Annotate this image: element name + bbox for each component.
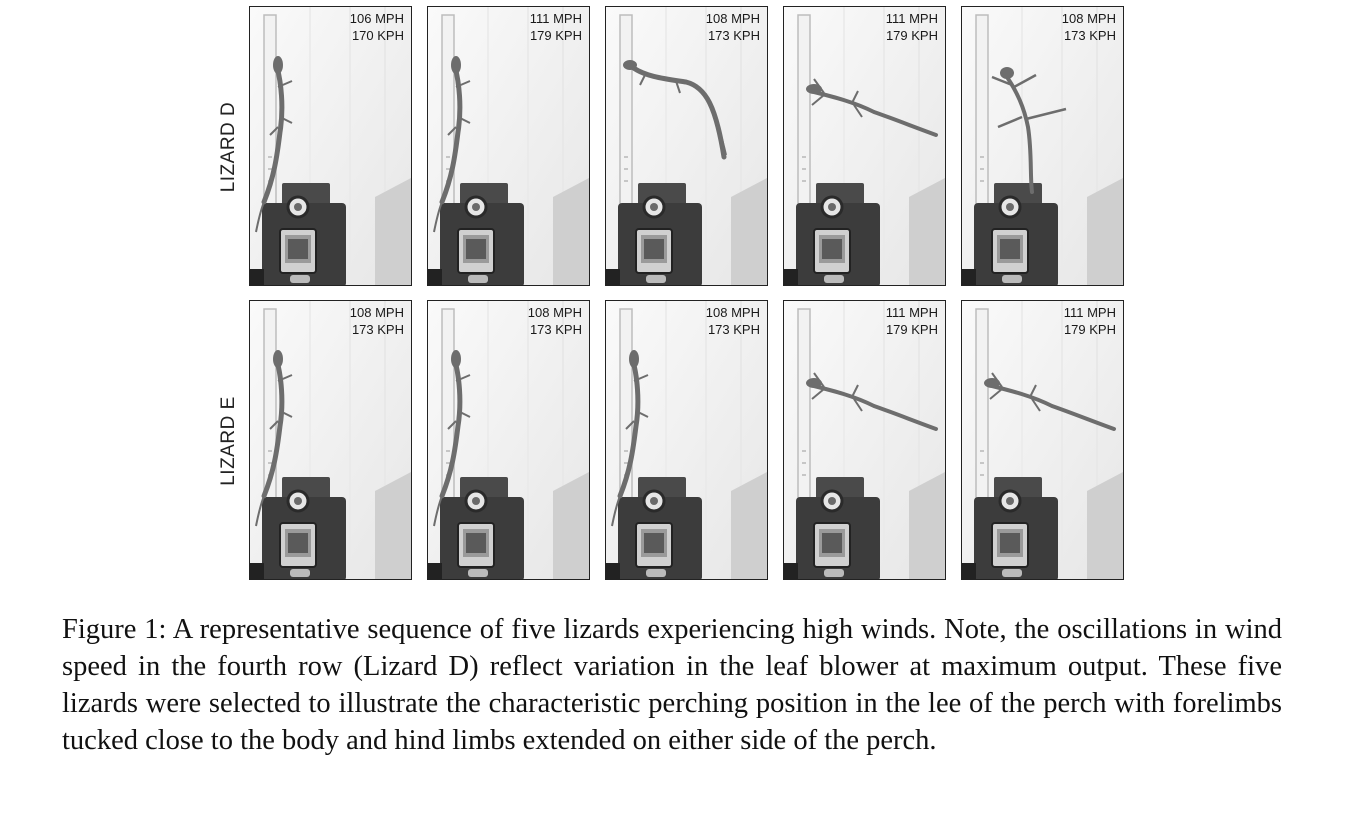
speed-mph: 111 MPH bbox=[885, 11, 938, 26]
wind-speed-label: 108 MPH 173 KPH bbox=[706, 10, 760, 44]
wind-speed-label: 111 MPH 179 KPH bbox=[530, 10, 582, 44]
photo-scene bbox=[428, 7, 589, 285]
photo-panel: 108 MPH 173 KPH bbox=[427, 300, 590, 580]
photo-scene bbox=[962, 7, 1123, 285]
figure-caption: Figure 1: A representative sequence of f… bbox=[62, 614, 1282, 756]
speed-mph: 108 MPH bbox=[349, 305, 404, 320]
wind-speed-label: 106 MPH 170 KPH bbox=[350, 10, 404, 44]
photo-panel: 111 MPH 179 KPH bbox=[961, 300, 1124, 580]
speed-kph: 179 KPH bbox=[885, 322, 938, 337]
speed-kph: 170 KPH bbox=[351, 28, 404, 43]
speed-mph: 106 MPH bbox=[349, 11, 404, 26]
speed-mph: 108 MPH bbox=[705, 11, 760, 26]
row-label-lizard-e: LIZARD E bbox=[218, 396, 239, 486]
speed-kph: 173 KPH bbox=[351, 322, 404, 337]
wind-speed-label: 111 MPH 179 KPH bbox=[886, 10, 938, 44]
photo-panel: 111 MPH 179 KPH bbox=[783, 300, 946, 580]
photo-panel: 111 MPH 179 KPH bbox=[783, 6, 946, 286]
photo-scene bbox=[962, 301, 1123, 579]
photo-scene bbox=[784, 7, 945, 285]
photo-panel: 108 MPH 173 KPH bbox=[961, 6, 1124, 286]
speed-kph: 179 KPH bbox=[529, 28, 582, 43]
photo-panel: 108 MPH 173 KPH bbox=[605, 6, 768, 286]
speed-kph: 173 KPH bbox=[529, 322, 582, 337]
row-label-lizard-d: LIZARD D bbox=[218, 101, 239, 193]
photo-panel: 111 MPH 179 KPH bbox=[427, 6, 590, 286]
speed-kph: 173 KPH bbox=[1063, 28, 1116, 43]
photo-panel: 108 MPH 173 KPH bbox=[605, 300, 768, 580]
wind-speed-label: 108 MPH 173 KPH bbox=[1062, 10, 1116, 44]
photo-scene bbox=[784, 301, 945, 579]
photo-panel: 106 MPH 170 KPH bbox=[249, 6, 412, 286]
speed-kph: 179 KPH bbox=[1063, 322, 1116, 337]
speed-kph: 179 KPH bbox=[885, 28, 938, 43]
photo-scene bbox=[428, 301, 589, 579]
photo-scene bbox=[606, 301, 767, 579]
speed-mph: 111 MPH bbox=[885, 305, 938, 320]
speed-mph: 108 MPH bbox=[527, 305, 582, 320]
wind-speed-label: 111 MPH 179 KPH bbox=[886, 304, 938, 338]
photo-scene bbox=[606, 7, 767, 285]
photo-scene bbox=[250, 7, 411, 285]
wind-speed-label: 108 MPH 173 KPH bbox=[706, 304, 760, 338]
wind-speed-label: 108 MPH 173 KPH bbox=[350, 304, 404, 338]
wind-speed-label: 108 MPH 173 KPH bbox=[528, 304, 582, 338]
photo-panel: 108 MPH 173 KPH bbox=[249, 300, 412, 580]
speed-mph: 108 MPH bbox=[1061, 11, 1116, 26]
photo-scene bbox=[250, 301, 411, 579]
speed-kph: 173 KPH bbox=[707, 28, 760, 43]
speed-mph: 111 MPH bbox=[529, 11, 582, 26]
wind-speed-label: 111 MPH 179 KPH bbox=[1064, 304, 1116, 338]
speed-mph: 111 MPH bbox=[1063, 305, 1116, 320]
speed-mph: 108 MPH bbox=[705, 305, 760, 320]
speed-kph: 173 KPH bbox=[707, 322, 760, 337]
